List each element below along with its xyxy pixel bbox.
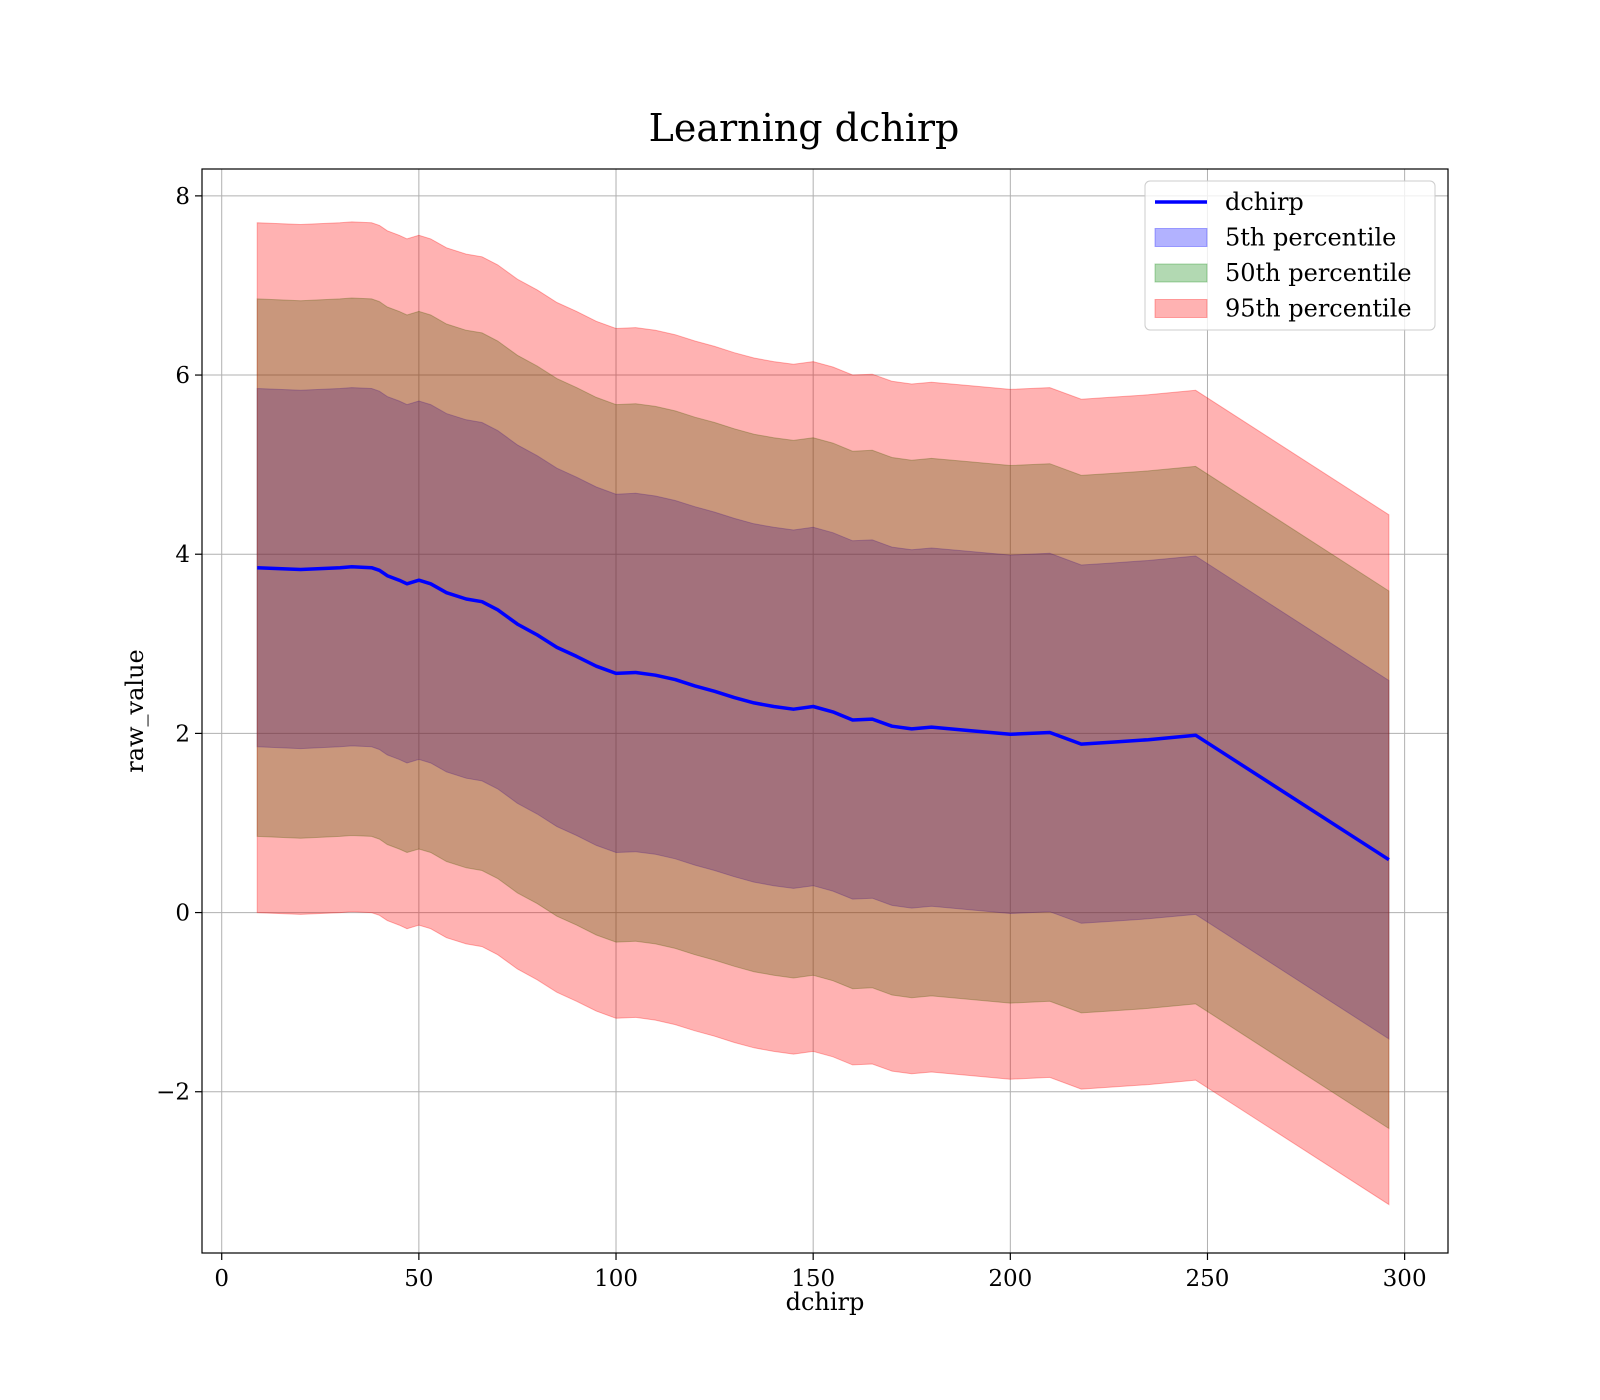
legend: dchirp 5th percentile 50th percentile 95th … [1144, 180, 1436, 331]
y-tick-label: 2 [175, 721, 190, 747]
x-tick-label: 200 [988, 1266, 1032, 1292]
series-line-group [257, 565, 1390, 862]
legend-label: 5th percentile [1225, 224, 1396, 252]
y-tick-label: −2 [156, 1080, 190, 1106]
x-tick-label: 300 [1383, 1266, 1427, 1292]
band-3 [256, 221, 1390, 1206]
legend-swatch-patch [1154, 228, 1208, 247]
axis-ticks: 0 50 100 150 200 250 300 −2 0 2 4 6 8 [156, 184, 1426, 1292]
x-tick-label: 250 [1186, 1266, 1230, 1292]
y-tick-label: 0 [175, 901, 190, 927]
series-line [257, 565, 1390, 862]
y-axis-label: raw_value [121, 649, 149, 773]
band-1 [256, 387, 1390, 1040]
percentile-bands [256, 221, 1390, 1206]
legend-label: 95th percentile [1225, 295, 1412, 323]
legend-box [1144, 180, 1436, 331]
x-tick-label: 50 [404, 1266, 433, 1292]
x-tick-label: 0 [214, 1266, 229, 1292]
y-tick-label: 4 [175, 542, 190, 568]
legend-label: dchirp [1225, 188, 1304, 216]
band-2 [256, 297, 1390, 1130]
legend-label: 50th percentile [1225, 259, 1412, 287]
x-axis-label: dchirp [786, 1288, 865, 1316]
y-tick-label: 8 [175, 184, 190, 210]
plot-frame [201, 168, 1449, 1254]
x-tick-label: 100 [594, 1266, 638, 1292]
chart-title: Learning dchirp [649, 106, 960, 150]
legend-swatch-patch [1154, 263, 1208, 283]
y-tick-label: 6 [175, 363, 190, 389]
legend-swatch-patch [1154, 299, 1208, 318]
x-tick-label: 150 [791, 1266, 835, 1292]
